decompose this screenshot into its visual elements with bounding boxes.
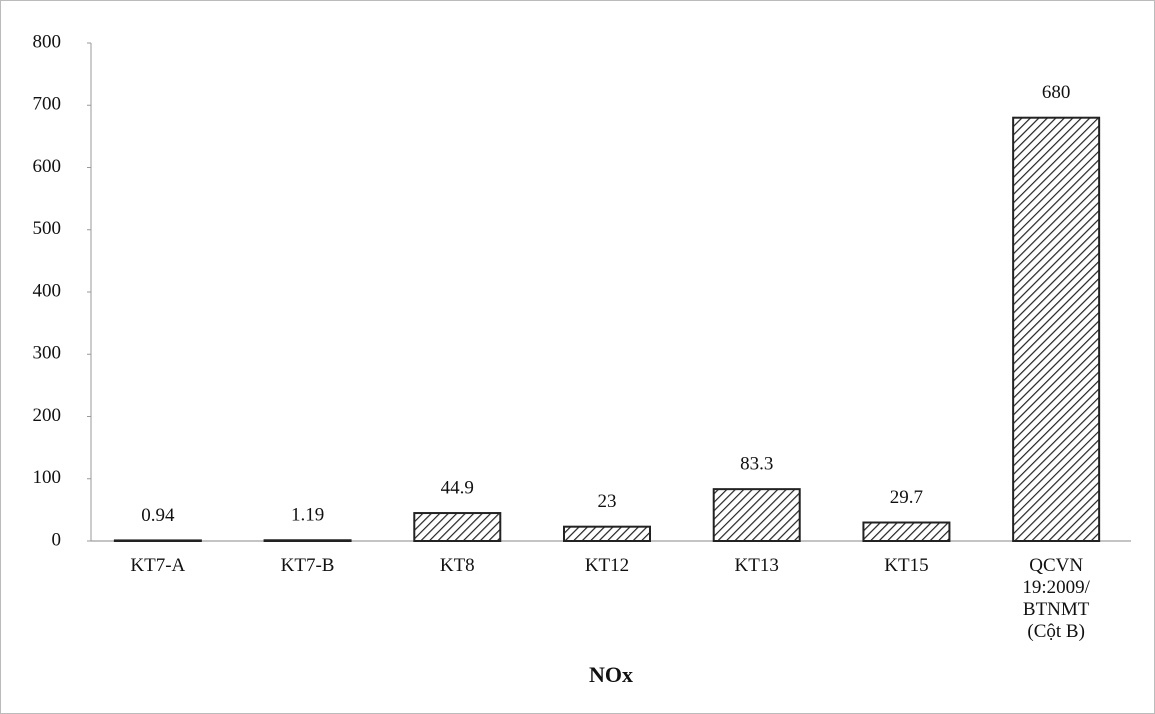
value-label: 83.3 <box>740 454 773 475</box>
y-tick-label: 200 <box>33 405 62 426</box>
y-tick-label: 300 <box>33 343 62 364</box>
x-tick-label: QCVN 19:2009/ BTNMT (Cột B) <box>1022 555 1090 642</box>
bar <box>712 488 801 542</box>
bar <box>862 521 951 543</box>
bar <box>113 539 202 543</box>
bar <box>1012 116 1101 542</box>
bar <box>263 539 352 542</box>
x-tick-label: KT7-B <box>280 555 335 576</box>
y-tick-label: 0 <box>52 529 62 550</box>
value-label: 23 <box>598 491 617 512</box>
x-tick-label: KT12 <box>584 555 630 576</box>
y-tick-label: 500 <box>33 218 62 239</box>
value-label: 29.7 <box>890 487 923 508</box>
x-tick-label: KT7-A <box>130 555 186 576</box>
y-tick-label: 100 <box>33 467 62 488</box>
x-tick-label: KT13 <box>734 555 779 576</box>
value-label: 0.94 <box>141 505 175 526</box>
y-tick-label: 600 <box>33 156 62 177</box>
y-tick-label: 400 <box>33 280 62 301</box>
value-label: 680 <box>1042 82 1071 103</box>
value-label: 44.9 <box>441 477 474 498</box>
bar <box>563 525 651 542</box>
x-tick-label: KT8 <box>439 555 475 576</box>
bar <box>413 512 502 542</box>
y-tick-label: 800 <box>33 31 62 52</box>
value-label: 1.19 <box>291 505 324 526</box>
y-tick-label: 700 <box>33 94 62 115</box>
x-tick-label: KT15 <box>884 555 929 576</box>
x-axis-label: NOx <box>589 662 633 687</box>
